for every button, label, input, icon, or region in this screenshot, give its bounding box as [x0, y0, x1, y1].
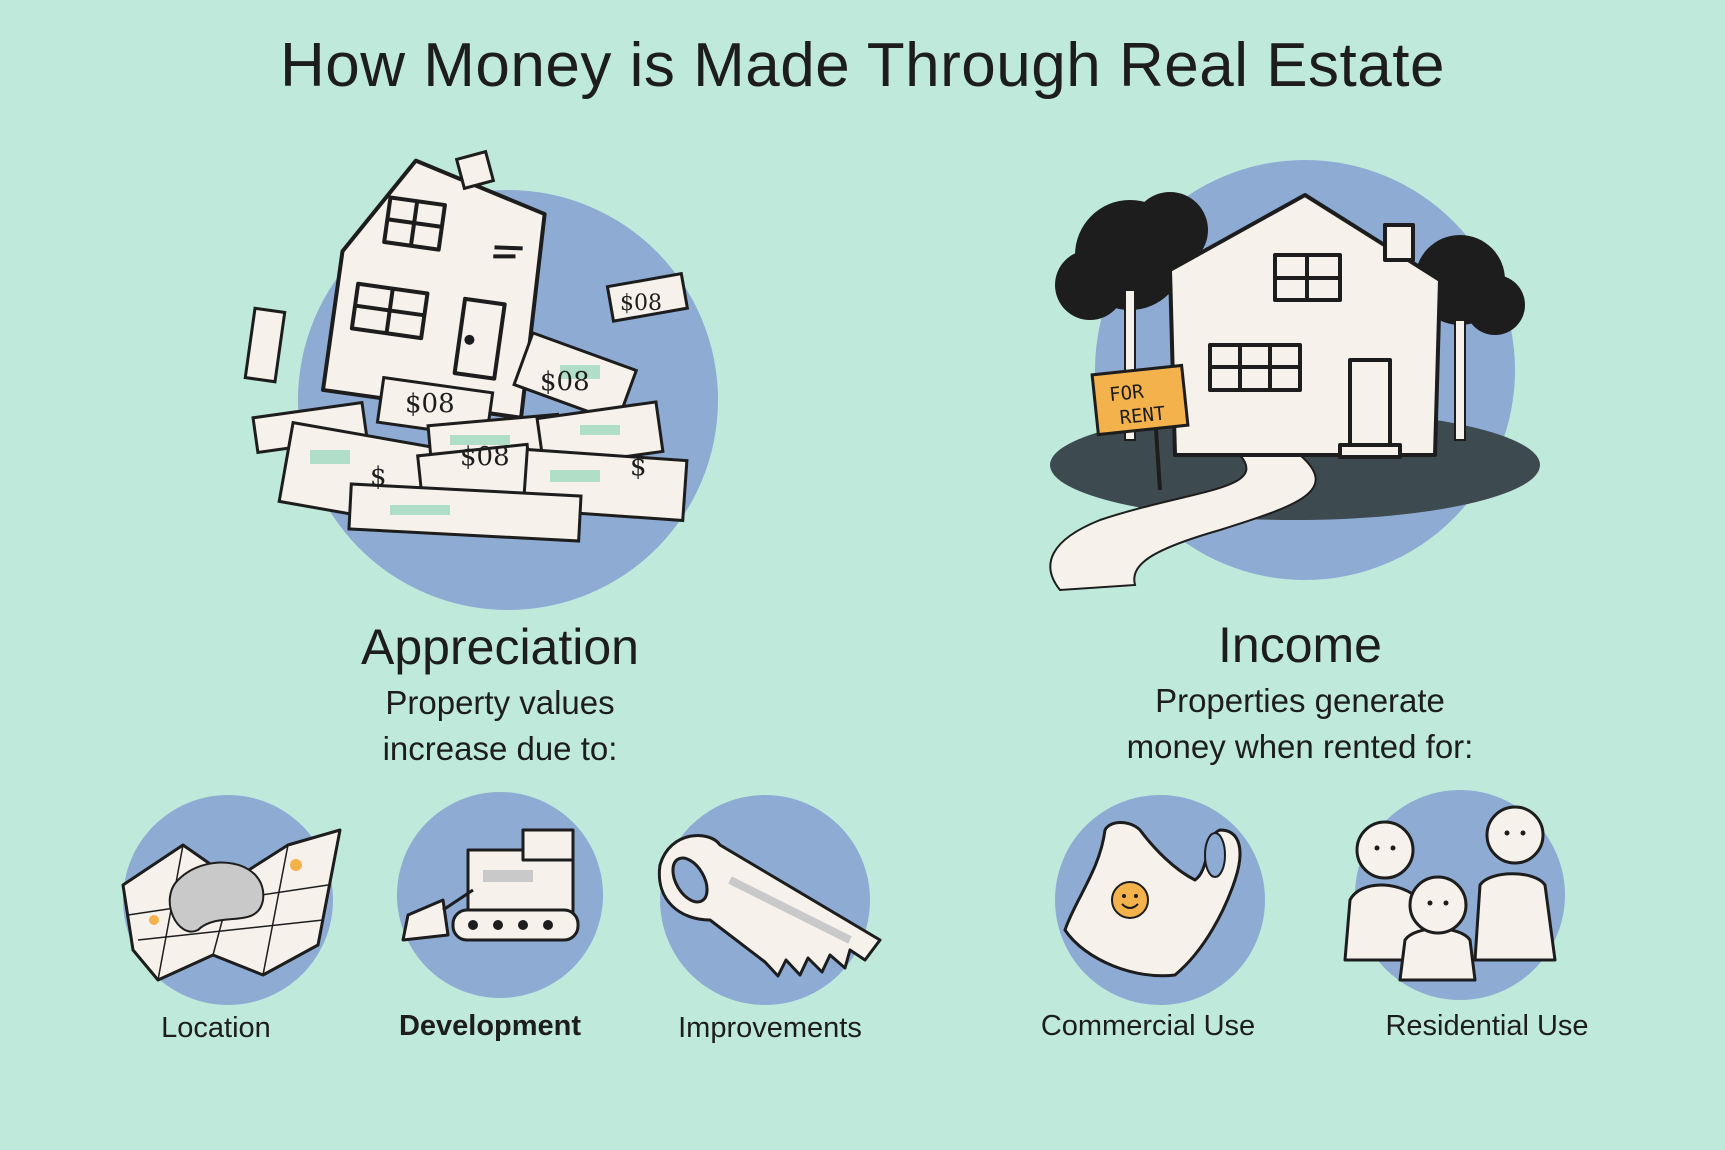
hand-saw-icon: [657, 795, 882, 1005]
for-rent-sign-line2: RENT: [1119, 402, 1167, 429]
for-rent-sign-line1: FOR: [1108, 381, 1145, 407]
income-description-line1: Properties generate: [1155, 682, 1445, 719]
appreciation-description-line2: increase due to:: [382, 730, 618, 767]
shopping-bag-icon: [1055, 795, 1265, 1005]
svg-text:$08: $08: [405, 389, 455, 419]
house-for-rent-illustration: FOR RENT: [1049, 160, 1540, 592]
appreciation-description-line1: Property values: [385, 684, 615, 721]
house-with-money-illustration: $08$08 $08$08 $ $: [243, 149, 718, 610]
income-heading: Income: [1218, 617, 1382, 673]
appreciation-heading: Appreciation: [361, 619, 639, 675]
income-description-line2: money when rented for:: [1126, 728, 1474, 765]
svg-text:$: $: [370, 462, 387, 492]
label-location: Location: [161, 1012, 271, 1044]
label-commercial-use: Commercial Use: [1040, 1010, 1256, 1042]
folded-map-icon: [121, 795, 342, 1005]
svg-text:$: $: [630, 452, 647, 482]
svg-text:$08: $08: [540, 367, 590, 397]
svg-text:$08: $08: [460, 442, 510, 472]
svg-text:$08: $08: [620, 291, 662, 316]
bulldozer-icon: [397, 792, 603, 998]
label-improvements: Improvements: [678, 1012, 862, 1044]
label-residential-use: Residential Use: [1385, 1010, 1589, 1042]
label-development: Development: [398, 1010, 582, 1042]
family-icon: [1343, 790, 1565, 1000]
page-title: How Money is Made Through Real Estate: [280, 31, 1445, 100]
